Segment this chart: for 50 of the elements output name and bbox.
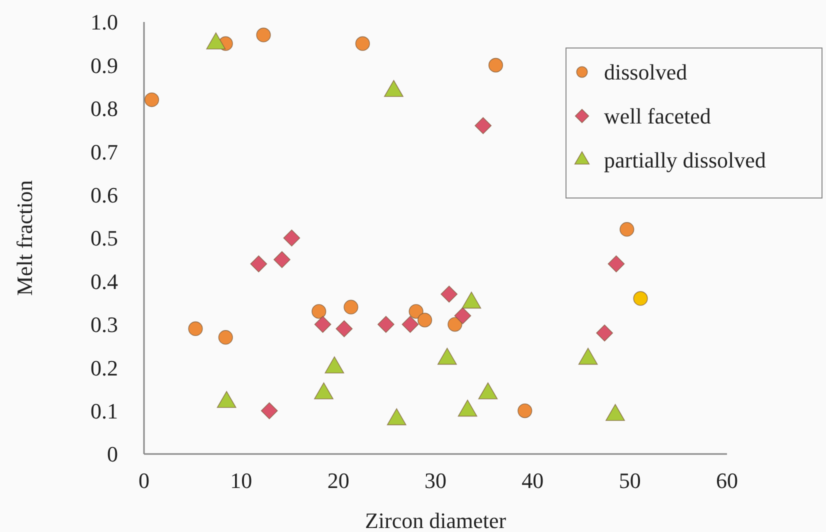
point (144, 92, 160, 108)
y-tick-label: 0.8 (90, 96, 118, 122)
point (274, 251, 290, 268)
point (312, 304, 326, 319)
point (377, 316, 394, 333)
point (620, 222, 634, 237)
y-tick-label: 0.1 (90, 398, 118, 424)
x-tick-label: 20 (327, 468, 350, 493)
y-tick-label: 0.6 (90, 182, 118, 208)
legend-label: dissolved (604, 60, 688, 85)
point (283, 230, 300, 246)
point (336, 320, 353, 338)
point (488, 58, 504, 72)
y-tick-label: 1.0 (90, 10, 118, 35)
y-tick-label: 0.5 (90, 226, 118, 251)
point (518, 404, 532, 418)
point (633, 291, 648, 306)
y-tick-label: 0.3 (90, 312, 118, 338)
point (454, 307, 472, 324)
point (596, 324, 614, 342)
x-tick-label: 40 (522, 468, 544, 493)
y-tick-label: 0.9 (90, 52, 118, 78)
point (355, 36, 370, 51)
point (218, 330, 233, 345)
point (448, 317, 462, 332)
point (250, 255, 268, 272)
point (344, 300, 358, 314)
x-tick-label: 50 (618, 468, 641, 493)
point (402, 316, 419, 333)
y-tick-label: 0 (107, 442, 118, 467)
point (314, 316, 332, 333)
y-axis-title: Melt fraction (12, 180, 37, 296)
point (418, 312, 432, 328)
point (188, 321, 203, 336)
point (256, 28, 271, 42)
x-axis-title: Zircon diameter (364, 508, 507, 532)
legend-label: partially dissolved (604, 148, 766, 173)
point (474, 117, 492, 134)
y-tick-label: 0.4 (90, 268, 118, 294)
x-tick-label: 0 (138, 468, 150, 493)
point (440, 286, 458, 303)
point (260, 402, 278, 420)
x-tick-label: 30 (424, 468, 446, 493)
point (608, 255, 625, 272)
y-tick-label: 0.2 (90, 355, 118, 380)
x-tick-label: 60 (716, 468, 738, 493)
x-tick-label: 10 (230, 468, 252, 493)
point (408, 304, 424, 319)
legend-label: well faceted (604, 104, 711, 129)
y-tick-label: 0.7 (90, 139, 118, 164)
